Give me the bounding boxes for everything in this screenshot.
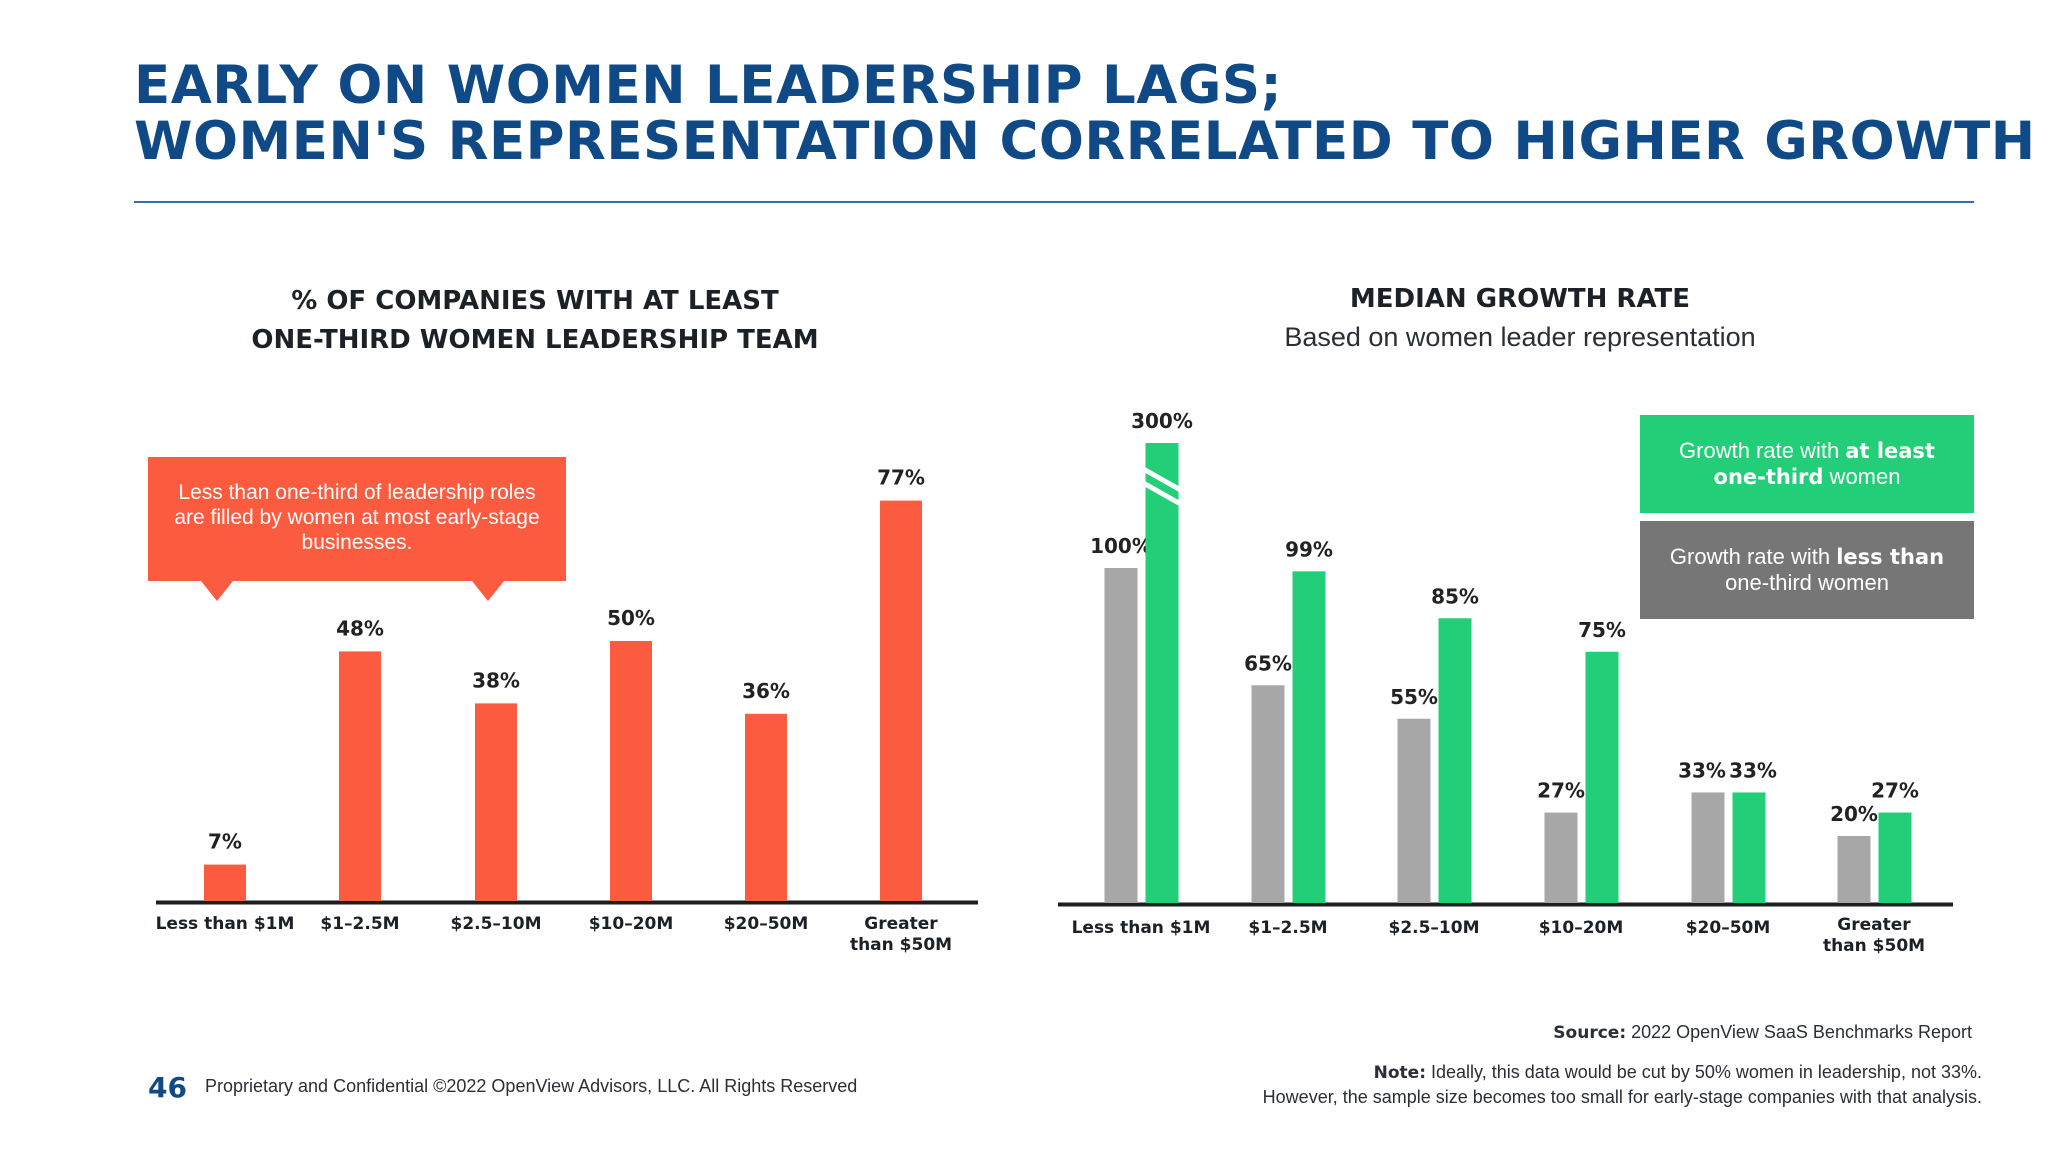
left-tick-label-3: $2.5–10M (450, 914, 541, 934)
callout-pointer-2 (472, 581, 504, 601)
callout-text: Less than one-third of leadership roles … (174, 481, 540, 554)
right-bar-at-least-value-4: 75% (1578, 618, 1626, 642)
left-bar-2 (339, 651, 381, 901)
right-bar-at-least-6 (1878, 812, 1912, 903)
left-bar-6 (880, 500, 922, 901)
right-bar-less-than-value-2: 65% (1244, 651, 1292, 675)
callout-pointer-1 (201, 581, 233, 601)
right-bar-at-least-value-5: 33% (1729, 758, 1777, 782)
right-tick-label-5: $20–50M (1686, 918, 1771, 938)
confidentiality-notice: Proprietary and Confidential ©2022 OpenV… (205, 1076, 858, 1096)
right-tick-label-3: $2.5–10M (1388, 918, 1479, 938)
legend-less-than-one-third-text: Growth rate with less than one-third wom… (1660, 544, 1954, 596)
legend-at-least-one-third-text: Growth rate with at least one-third wome… (1660, 438, 1954, 490)
legend-gray-text-pre: Growth rate with (1669, 544, 1837, 569)
right-chart-subtitle: Based on women leader representation (1284, 322, 1756, 352)
right-bar-at-least-4 (1585, 651, 1619, 903)
right-bar-less-than-2 (1251, 685, 1285, 903)
source-line: Source: 2022 OpenView SaaS Benchmarks Re… (1553, 1022, 1972, 1043)
left-bar-4 (610, 641, 652, 901)
callout-box: Less than one-third of leadership roles … (148, 457, 566, 601)
right-bar-less-than-1 (1104, 568, 1138, 903)
right-bar-at-least-3 (1438, 618, 1472, 903)
left-tick-label-4: $10–20M (589, 914, 674, 934)
right-bar-at-least-1 (1145, 443, 1179, 903)
right-bar-less-than-value-6: 20% (1830, 802, 1878, 826)
right-tick-label-4: $10–20M (1539, 918, 1624, 938)
left-bar-value-6: 77% (877, 466, 925, 490)
left-bar-value-4: 50% (607, 606, 655, 630)
legend-less-than-one-third: Growth rate with less than one-third wom… (1640, 521, 1974, 619)
right-bar-at-least-value-6: 27% (1871, 779, 1919, 803)
note-line2: However, the sample size becomes too sma… (1262, 1087, 1982, 1107)
legend-gray-text-post: one-third women (1725, 570, 1889, 595)
source-text: 2022 OpenView SaaS Benchmarks Report (1626, 1022, 1972, 1042)
note-block: Note: Ideally, this data would be cut by… (1082, 1060, 1982, 1109)
slide-title: EARLY ON WOMEN LEADERSHIP LAGS; WOMEN'S … (134, 55, 2036, 172)
right-bar-at-least-2 (1292, 571, 1326, 903)
right-chart-heading: MEDIAN GROWTH RATE Based on women leader… (1220, 280, 1820, 356)
right-bar-at-least-value-1: 300% (1131, 409, 1193, 433)
left-bar-value-5: 36% (742, 679, 790, 703)
right-bar-less-than-4 (1544, 812, 1578, 903)
left-chart-heading-line2: ONE-THIRD WOMEN LEADERSHIP TEAM (251, 325, 819, 355)
right-bar-less-than-3 (1397, 718, 1431, 903)
left-bar-3 (475, 703, 517, 901)
axis-break-mark-2 (1142, 480, 1182, 507)
right-bar-at-least-value-3: 85% (1431, 584, 1479, 608)
slide-title-line1: EARLY ON WOMEN LEADERSHIP LAGS; (134, 55, 1283, 116)
right-tick-label-6: Greater than $50M (1823, 915, 1925, 956)
page-number: 46 (148, 1071, 187, 1104)
left-tick-label-5: $20–50M (724, 914, 809, 934)
right-tick-label-1: Less than $1M (1072, 918, 1211, 938)
left-tick-label-1: Less than $1M (156, 914, 295, 934)
left-bar-5 (745, 713, 787, 901)
left-bar-value-3: 38% (472, 668, 520, 692)
right-bar-less-than-5 (1691, 792, 1725, 903)
note-text-line1: Ideally, this data would be cut by 50% w… (1426, 1062, 1982, 1082)
left-bar-value-1: 7% (208, 830, 242, 854)
left-bar-value-2: 48% (336, 616, 384, 640)
left-tick-label-2: $1–2.5M (320, 914, 399, 934)
right-bar-less-than-value-5: 33% (1678, 758, 1726, 782)
legend-at-least-one-third: Growth rate with at least one-third wome… (1640, 415, 1974, 513)
slide-title-line2: WOMEN'S REPRESENTATION CORRELATED TO HIG… (134, 111, 2036, 172)
source-label: Source: (1553, 1023, 1627, 1043)
left-tick-label-6: Greater than $50M (850, 914, 952, 955)
legend-green-text-pre: Growth rate with (1679, 438, 1846, 463)
axis-break-mark-1 (1142, 466, 1182, 493)
legend-gray-text-bold: less than (1836, 545, 1945, 569)
right-tick-label-2: $1–2.5M (1248, 918, 1327, 938)
legend-green-text-bold: at least one-third (1713, 439, 1935, 489)
right-bar-at-least-5 (1732, 792, 1766, 903)
left-bar-1 (204, 864, 246, 901)
legend-green-text-post: women (1823, 464, 1901, 489)
note-line1: Note: Ideally, this data would be cut by… (1082, 1060, 1982, 1085)
right-bar-at-least-value-2: 99% (1285, 537, 1333, 561)
right-bar-less-than-value-1: 100% (1090, 534, 1152, 558)
note-label: Note: (1373, 1063, 1426, 1083)
title-divider (134, 201, 1974, 203)
right-chart-title: MEDIAN GROWTH RATE (1349, 284, 1691, 314)
right-bar-less-than-value-4: 27% (1537, 779, 1585, 803)
right-bar-less-than-value-3: 55% (1390, 685, 1438, 709)
left-chart-heading: % OF COMPANIES WITH AT LEAST ONE-THIRD W… (230, 282, 840, 360)
right-bar-less-than-6 (1837, 836, 1871, 903)
left-chart-heading-line1: % OF COMPANIES WITH AT LEAST (291, 286, 779, 316)
